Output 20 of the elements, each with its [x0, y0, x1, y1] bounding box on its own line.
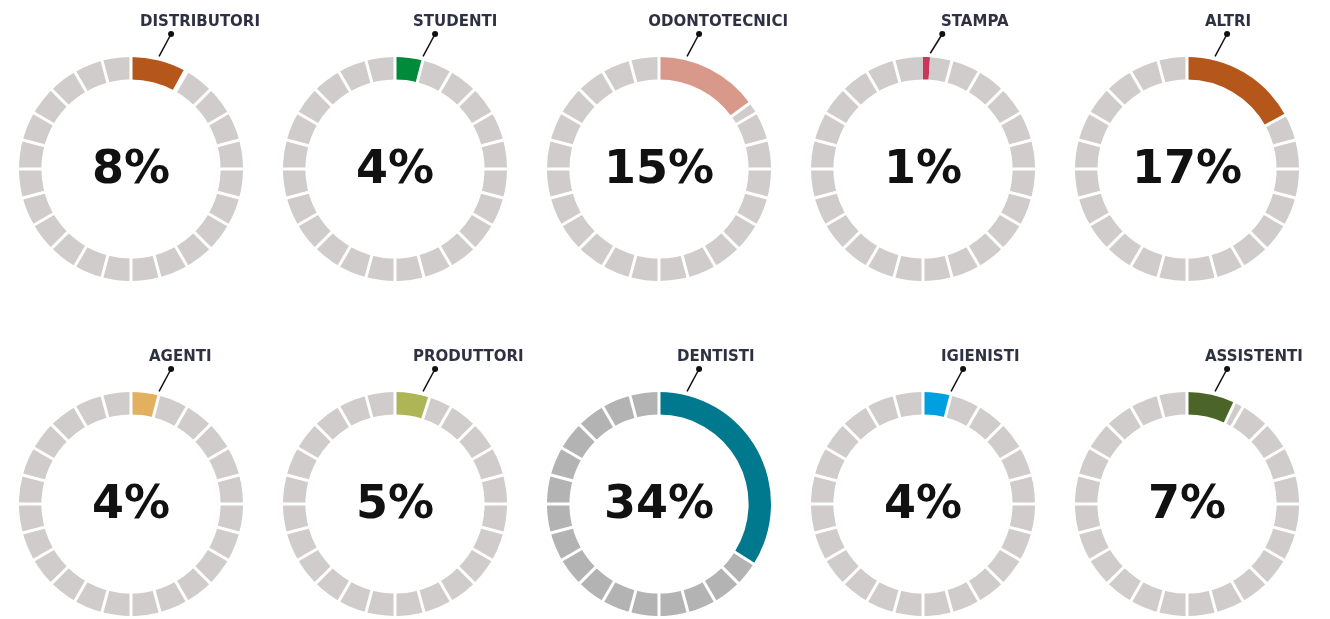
text: 34% [603, 474, 715, 529]
slice-label: DISTRIBUTORI [140, 12, 261, 30]
slice-label: PRODUTTORI [413, 347, 524, 365]
text: 17% [1131, 139, 1243, 194]
slice-label: AGENTI [149, 347, 212, 365]
text: 4% [91, 474, 171, 529]
text: 1% [883, 139, 963, 194]
slice-label: ASSISTENTI [1205, 347, 1303, 365]
slice-label: STAMPA [941, 12, 1010, 30]
slice-label: STUDENTI [413, 12, 498, 30]
slice-label: ODONTOTECNICI [648, 12, 788, 30]
text: 4% [355, 139, 435, 194]
text: 8% [91, 139, 171, 194]
slice-label: ALTRI [1205, 12, 1252, 30]
slice-label: DENTISTI [677, 347, 755, 365]
slice-label: IGIENISTI [941, 347, 1020, 365]
text: 4% [883, 474, 963, 529]
text: 7% [1147, 474, 1227, 529]
text: 15% [603, 139, 715, 194]
text: 5% [355, 474, 435, 529]
